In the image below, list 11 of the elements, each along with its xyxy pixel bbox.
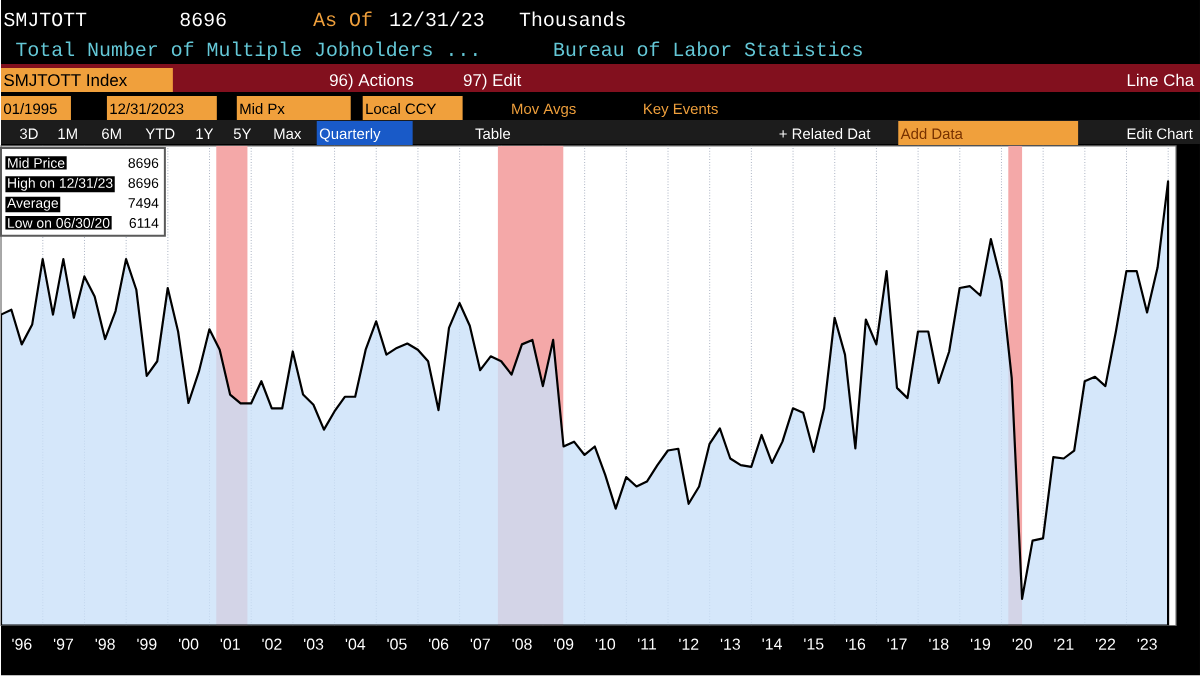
chart-title: Total Number of Multiple Jobholders ... — [16, 41, 477, 61]
text: Bureau of Labor Statistics — [554, 41, 862, 57]
text: Line Cha — [1127, 73, 1195, 87]
text: 12/31/23 — [390, 11, 484, 27]
text: 8696 — [180, 12, 226, 27]
text: Thousands — [519, 11, 625, 27]
text: SMJTOTT — [4, 12, 87, 27]
text: SMJTOTT Index — [4, 73, 128, 87]
text: 97) Edit — [463, 73, 522, 90]
text: As Of — [313, 11, 372, 27]
text: 96) Actions — [329, 73, 414, 90]
